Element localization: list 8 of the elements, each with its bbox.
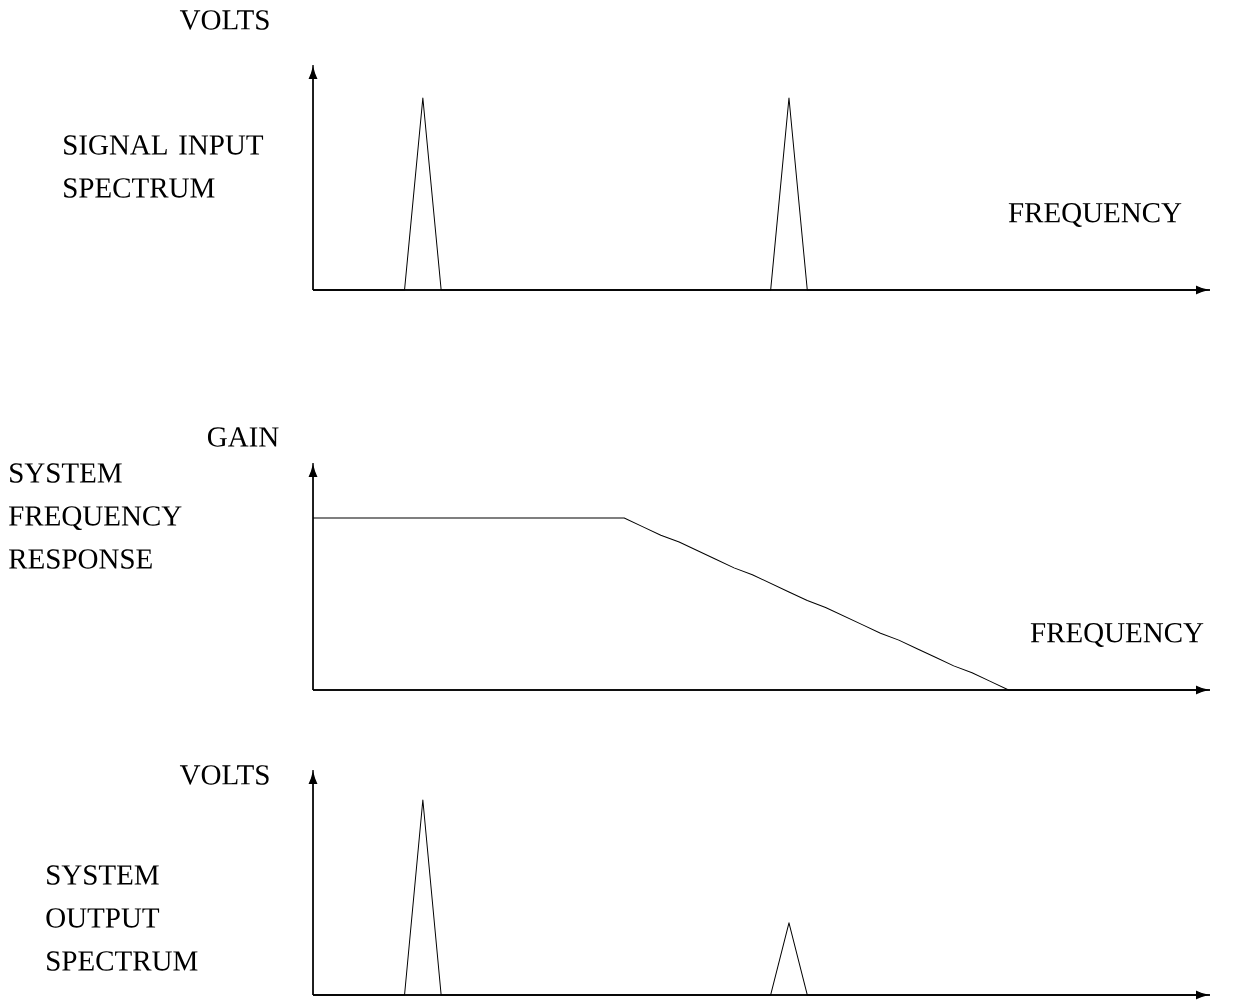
y-axis-title: GAIN xyxy=(207,427,279,447)
text: SYSTEM OUTPUT SPECTRUM xyxy=(46,865,198,971)
x-axis-title: FREQUENCY xyxy=(1030,623,1204,647)
chart-title: SYSTEM FREQUENCY RESPONSE xyxy=(9,463,182,569)
y-axis-title: VOLTS xyxy=(179,765,269,785)
x-axis-title: FREQUENCY xyxy=(1008,203,1182,227)
y-axis-title: VOLTS xyxy=(179,10,269,30)
text: SIGNAL INPUT SPECTRUM xyxy=(64,135,264,198)
